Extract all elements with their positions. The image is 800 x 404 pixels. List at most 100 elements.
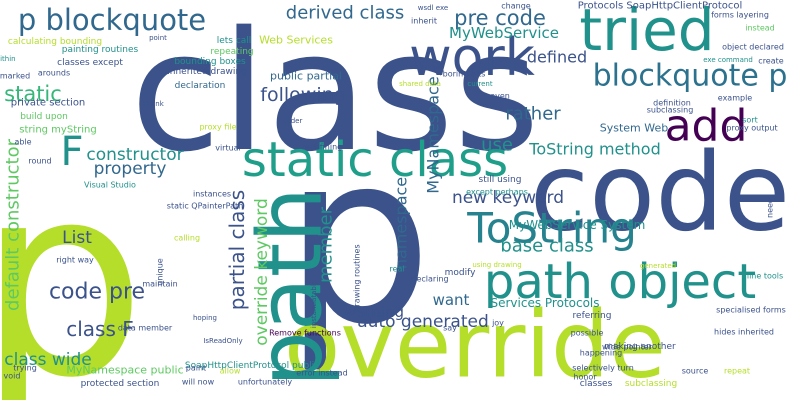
word: wide pointer — [602, 343, 653, 352]
word: want — [433, 291, 470, 309]
word: private section — [11, 98, 86, 109]
word: public partial — [270, 70, 342, 83]
word: inherited drawing — [167, 67, 247, 77]
word: order — [284, 117, 303, 125]
word: maintain — [142, 280, 177, 289]
word: p — [0, 128, 146, 400]
word: new keyword — [452, 188, 564, 208]
word: source — [682, 367, 709, 376]
word: static — [4, 82, 62, 106]
word: defined — [527, 48, 587, 67]
word: generated — [640, 262, 676, 270]
word: example — [718, 94, 753, 103]
word: instances — [193, 190, 231, 199]
word: inherit — [411, 17, 437, 26]
word: painting routines — [62, 45, 139, 55]
word: System Web — [600, 122, 669, 135]
word: change — [501, 2, 531, 11]
word: hides inherited — [714, 328, 774, 337]
word: ToString — [466, 204, 637, 253]
word: instantiatable — [310, 280, 318, 328]
word: sort — [742, 116, 758, 125]
word: virtual — [215, 144, 241, 153]
word: path — [239, 187, 342, 387]
word: error instead — [296, 369, 347, 378]
word: point — [149, 34, 167, 42]
word: repeat — [724, 367, 750, 376]
word: honor — [573, 373, 597, 382]
word: modify — [445, 268, 476, 278]
word: need — [766, 198, 775, 218]
word: p blockquote — [18, 3, 206, 37]
word: selectively turn — [572, 364, 634, 373]
word: trying — [13, 364, 37, 373]
word: wsdl exe — [418, 4, 448, 12]
word: static class — [242, 132, 508, 188]
word: able — [14, 138, 31, 147]
word: warning — [344, 303, 404, 321]
word: declaring — [411, 275, 448, 284]
word: void — [4, 372, 21, 381]
word: IsReadOnly — [203, 337, 242, 345]
word: protected section — [81, 379, 160, 389]
word: allow — [220, 367, 241, 376]
word: following — [260, 84, 345, 106]
word: class F — [66, 317, 134, 341]
word: except perhaps — [466, 188, 528, 197]
word: F — [60, 129, 83, 175]
word: classes except — [57, 58, 123, 68]
word: List — [62, 228, 92, 248]
word: Thank — [141, 100, 164, 108]
word: property — [94, 159, 167, 179]
word: hoping — [193, 314, 217, 322]
word: MyNamespace public — [66, 364, 183, 377]
word: boring bits — [443, 70, 486, 79]
word: round — [28, 157, 51, 166]
word: lets call — [217, 36, 252, 46]
word: Services Protocols — [490, 296, 599, 310]
word: code pre — [49, 280, 145, 305]
word: joy — [491, 319, 504, 328]
word: repeating — [210, 47, 253, 57]
word: still using — [479, 175, 522, 185]
word: right way — [56, 256, 94, 265]
word: proxy output — [726, 124, 777, 133]
word: using drawing — [472, 261, 521, 269]
word: drawing routines — [353, 244, 362, 311]
word: will now — [182, 378, 215, 387]
word: partial class — [225, 190, 249, 310]
word: proxy file — [199, 123, 236, 132]
word: pre code — [454, 6, 546, 30]
word: MyWebService — [449, 24, 559, 42]
word: add — [665, 101, 748, 152]
word: Protocols SoapHttpClientProtocol — [578, 1, 743, 12]
word: definition — [653, 99, 691, 108]
word: blockquote p — [593, 59, 788, 94]
word: class — [130, 0, 540, 188]
word: within — [0, 55, 16, 63]
word: Visual Studio — [84, 181, 136, 190]
word: base class — [500, 236, 593, 257]
word: forms layering — [711, 11, 769, 20]
word: override — [284, 292, 666, 399]
word: referring — [573, 311, 612, 321]
word: build upon — [20, 112, 68, 122]
word: Web Services — [259, 34, 333, 47]
word: SoapHttpClientProtocol public — [185, 361, 319, 371]
word: tried — [579, 0, 714, 64]
word: shared data — [399, 80, 441, 88]
word: rather — [505, 104, 561, 125]
word: Remove functions — [269, 329, 341, 338]
word: work — [409, 28, 535, 88]
word: exe command — [703, 56, 753, 64]
word: constructor — [86, 145, 183, 165]
word: member — [316, 206, 337, 283]
word: declaration — [175, 81, 226, 91]
word: say — [443, 324, 457, 333]
word: code — [530, 131, 790, 256]
word: classes — [580, 379, 613, 389]
word: calculating bounding — [8, 37, 102, 47]
word: current — [467, 80, 493, 88]
